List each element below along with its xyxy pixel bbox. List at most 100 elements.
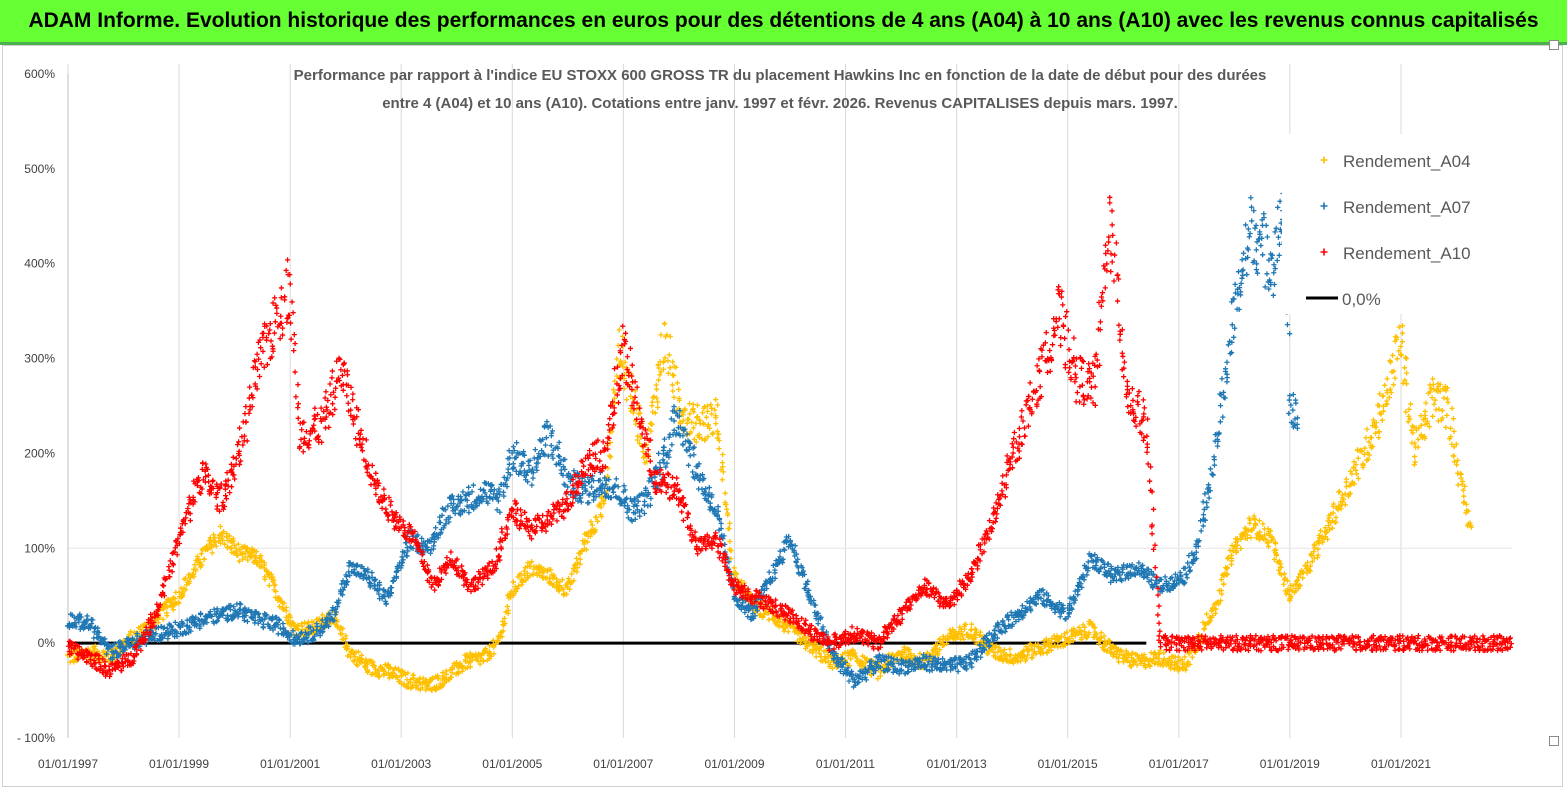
data-point: [318, 405, 324, 411]
data-point: [253, 548, 260, 555]
x-tick-label: 01/01/1999: [149, 757, 209, 771]
data-point: [323, 389, 329, 395]
data-point: [772, 570, 778, 576]
data-point: [1444, 396, 1450, 402]
data-point: [523, 577, 529, 584]
data-point: [1162, 574, 1168, 580]
data-point: [577, 551, 583, 557]
data-point: [1231, 334, 1237, 340]
data-point: [1246, 234, 1252, 240]
data-point: [528, 559, 535, 565]
data-point: [198, 551, 204, 557]
data-point: [656, 450, 662, 457]
data-point: [1253, 247, 1259, 253]
data-point: [1247, 230, 1253, 237]
data-point: [1038, 595, 1044, 601]
y-tick-label: 0%: [38, 636, 56, 650]
data-point: [525, 560, 531, 566]
data-point: [1461, 493, 1467, 499]
data-point: [209, 550, 215, 556]
x-tick-label: 01/01/2011: [816, 757, 875, 771]
data-point: [291, 332, 297, 338]
data-point: [351, 658, 358, 664]
data-point: [258, 361, 264, 367]
resize-handle-bottom-right[interactable]: [1549, 736, 1559, 746]
data-point: [161, 583, 167, 589]
data-point: [1403, 409, 1409, 415]
data-point: [399, 672, 405, 678]
data-point: [322, 395, 328, 401]
data-point: [687, 453, 693, 459]
data-point: [1403, 356, 1410, 362]
data-point: [318, 439, 325, 445]
data-point: [345, 645, 351, 651]
data-point: [648, 495, 654, 502]
data-point: [419, 680, 426, 686]
data-point: [521, 572, 528, 579]
data-point: [514, 440, 520, 446]
data-point: [213, 543, 219, 549]
data-point: [660, 444, 667, 450]
data-point: [716, 431, 722, 437]
data-point: [929, 667, 935, 673]
data-point: [170, 595, 177, 601]
data-point: [273, 588, 279, 595]
data-point: [568, 579, 574, 585]
data-point: [474, 653, 480, 659]
data-point: [231, 542, 237, 549]
data-point: [1211, 462, 1218, 468]
data-point: [706, 484, 712, 491]
data-point: [278, 285, 284, 291]
data-point: [713, 413, 719, 419]
data-point: [504, 603, 511, 610]
data-point: [529, 482, 535, 488]
data-point: [426, 680, 432, 686]
data-point: [449, 670, 455, 676]
data-point: [551, 582, 557, 588]
data-point: [475, 658, 481, 664]
data-point: [1318, 528, 1324, 534]
data-point: [581, 541, 587, 547]
data-point: [1220, 414, 1226, 420]
data-point: [532, 447, 538, 453]
data-point: [709, 411, 715, 417]
data-point: [633, 421, 639, 427]
data-point: [685, 462, 692, 468]
data-point: [1406, 406, 1412, 412]
data-point: [714, 428, 721, 435]
data-point: [561, 481, 567, 487]
resize-handle-top-right[interactable]: [1549, 40, 1559, 50]
data-point: [237, 458, 244, 464]
data-point: [311, 619, 317, 625]
data-point: [261, 364, 267, 370]
data-point: [407, 677, 414, 683]
data-point: [669, 442, 675, 448]
data-point: [691, 444, 697, 450]
data-point: [163, 599, 169, 605]
data-point: [329, 401, 336, 407]
data-point: [656, 365, 662, 371]
data-point: [371, 662, 377, 668]
data-point: [266, 582, 272, 589]
data-point: [256, 373, 263, 380]
data-point: [719, 460, 726, 466]
data-point: [350, 391, 356, 397]
data-point: [254, 351, 260, 357]
data-point: [1384, 401, 1390, 407]
data-point: [637, 513, 643, 519]
data-point: [1263, 222, 1269, 229]
data-point: [448, 674, 454, 680]
data-point: [772, 575, 778, 582]
data-point: [1256, 518, 1263, 524]
data-point: [1240, 272, 1246, 278]
data-point: [646, 478, 652, 484]
data-point: [214, 503, 220, 509]
data-point: [661, 321, 668, 327]
data-point: [621, 483, 627, 489]
data-point: [494, 507, 500, 513]
data-point: [1343, 484, 1350, 490]
data-point: [1240, 250, 1247, 256]
data-point: [686, 401, 693, 407]
data-point: [235, 541, 241, 547]
